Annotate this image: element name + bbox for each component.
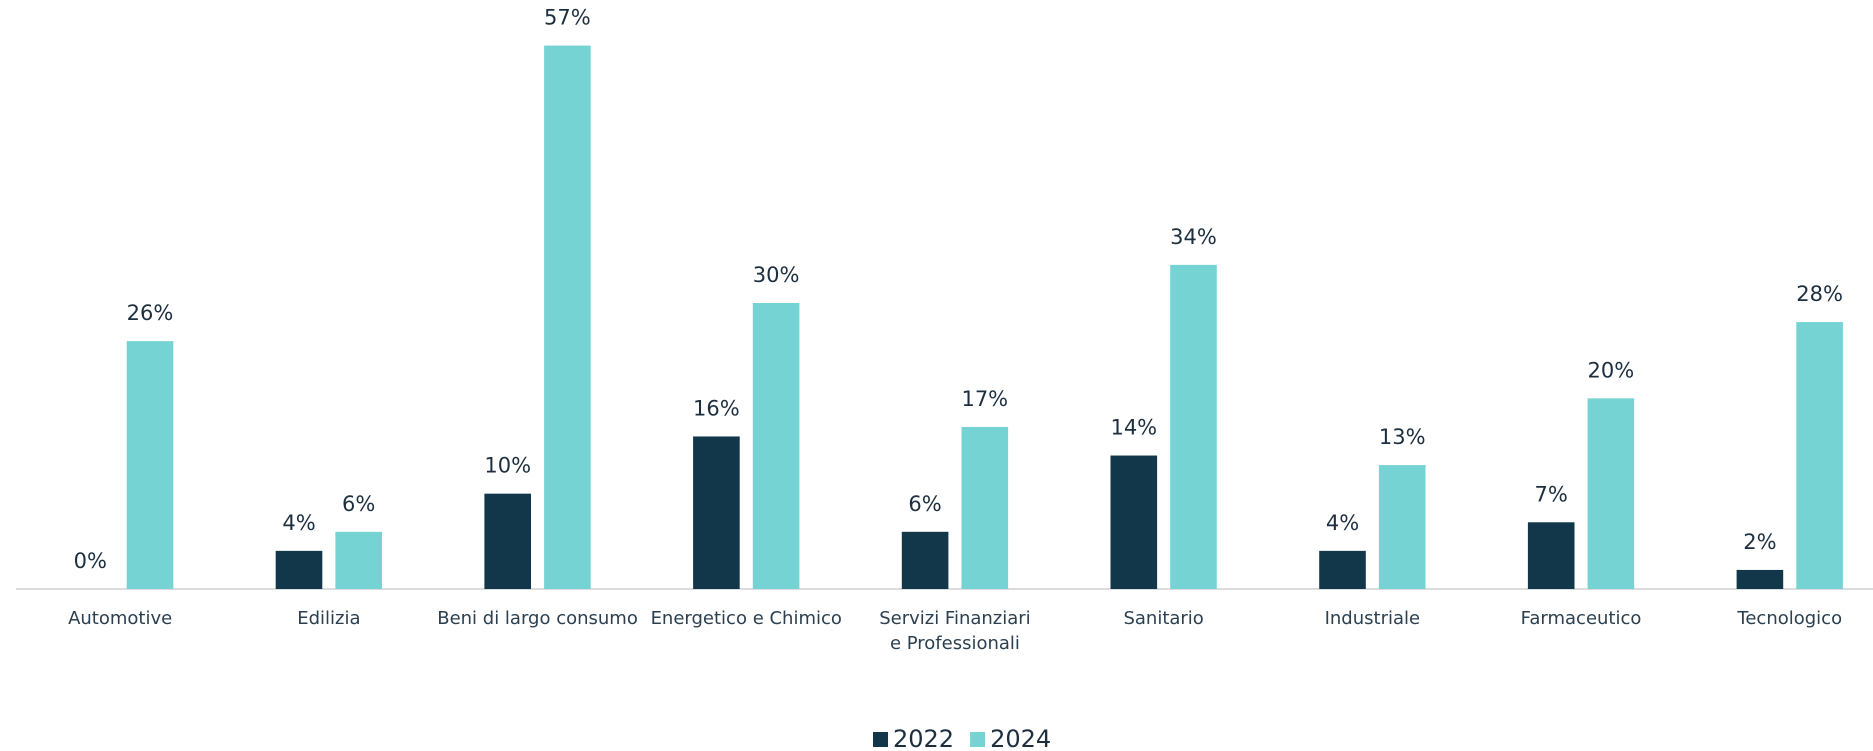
bar [1110, 455, 1158, 589]
bar [901, 531, 949, 589]
legend-swatch [873, 732, 888, 747]
value-label: 26% [127, 301, 174, 325]
bar [126, 341, 174, 589]
legend-label: 2024 [990, 725, 1051, 751]
bar [484, 493, 531, 589]
value-label: 6% [342, 492, 375, 516]
bar [275, 550, 323, 589]
value-label: 30% [753, 263, 800, 287]
bar [1378, 465, 1426, 589]
value-label: 28% [1796, 282, 1843, 306]
value-label: 13% [1379, 425, 1426, 449]
value-label: 4% [1326, 511, 1359, 535]
x-tick-label: Servizi Finanziari e Professionali [879, 608, 1031, 654]
bar [1319, 550, 1366, 589]
bar [752, 303, 800, 589]
value-label: 7% [1535, 482, 1568, 506]
value-label: 14% [1110, 416, 1157, 440]
x-tick-label: Energetico e Chimico [650, 608, 842, 629]
bar [693, 436, 740, 589]
bar [1796, 322, 1843, 589]
bar [544, 45, 591, 590]
legend-label: 2022 [893, 725, 954, 751]
value-label: 17% [961, 387, 1008, 411]
value-label: 57% [544, 6, 591, 30]
value-label: 4% [282, 511, 315, 535]
x-tick-label: Sanitario [1123, 608, 1204, 629]
value-label: 0% [74, 549, 107, 573]
value-label: 16% [693, 396, 740, 420]
x-tick-label: Tecnologico [1737, 608, 1843, 629]
bar [1736, 569, 1784, 589]
value-label: 34% [1170, 225, 1217, 249]
value-label: 6% [908, 492, 941, 516]
x-tick-label: Beni di largo consumo [437, 608, 638, 629]
x-tick-label: Edilizia [297, 608, 361, 629]
bar [961, 426, 1009, 589]
x-tick-label: Automotive [68, 608, 173, 629]
value-label: 2% [1743, 530, 1776, 554]
legend-swatch [970, 732, 986, 747]
x-tick-label: Farmaceutico [1520, 608, 1642, 629]
bar [335, 531, 382, 589]
bar [1587, 398, 1635, 589]
bar [1170, 264, 1217, 589]
value-label: 10% [484, 454, 531, 478]
bar [1527, 522, 1575, 589]
x-tick-label: Industriale [1324, 608, 1421, 629]
value-label: 20% [1588, 358, 1635, 382]
